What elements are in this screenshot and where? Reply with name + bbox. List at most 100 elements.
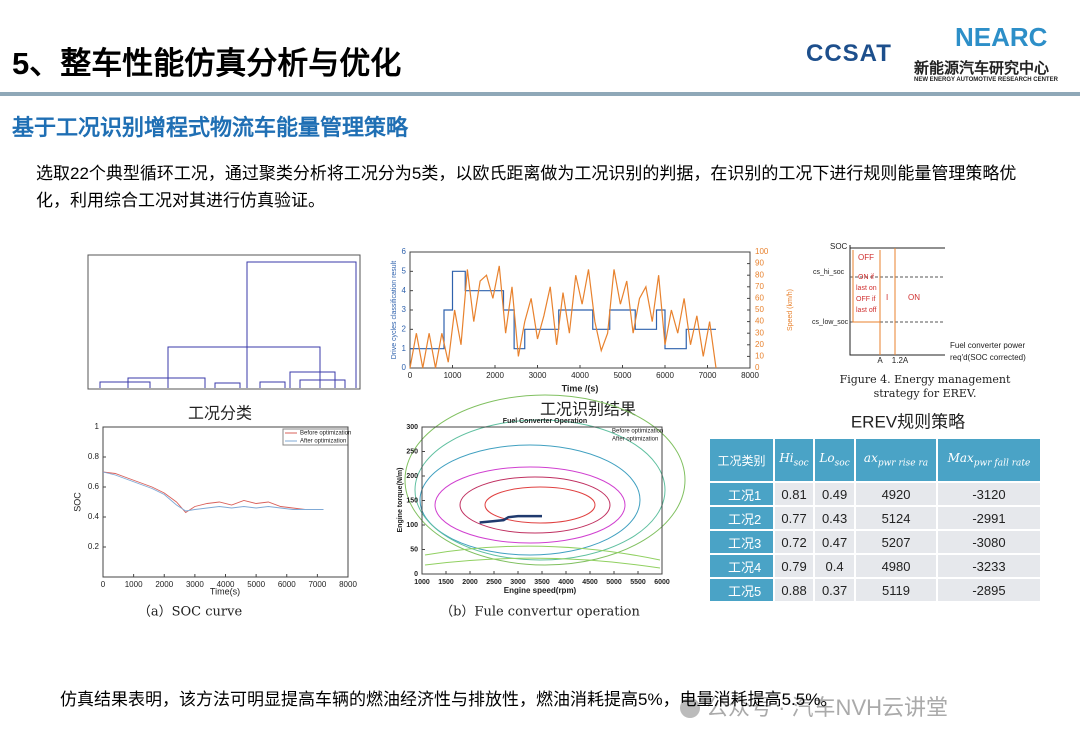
intro-text: 选取22个典型循环工况，通过聚类分析将工况分为5类，以欧氏距离做为工况识别的判据… [36,164,1017,210]
label: last on [856,285,877,292]
legend-label: Before optimization [612,429,663,435]
y-axis-label: Engine torque(N/m) [397,468,404,533]
x-tick-label: 5000 [247,580,265,589]
header-sub: pwr fall rate [973,458,1031,469]
y-tick-label: 0.2 [88,542,100,551]
caption: （b）Fule convertur operation [440,605,640,620]
table-cell: 4920 [854,481,938,507]
x-tick-label: 2000 [155,580,173,589]
x-axis-label: Time /(s) [562,383,599,393]
y2-tick-label: 60 [755,294,764,303]
x-tick-label: 5000 [606,579,622,586]
y-tick-label: 300 [406,424,418,431]
y2-tick-label: 20 [755,340,764,349]
header-cell: axpwr rise ra [854,437,938,483]
header-sub: soc [834,458,850,469]
series-line [409,265,717,369]
table-cell: 5119 [854,577,938,603]
caption: 工况分类 [188,404,252,423]
y-axis-label: SOC [72,492,82,512]
table-cell: 0.37 [813,577,857,603]
x-tick-label: 6000 [656,371,674,380]
x-tick-label: 0 [101,580,106,589]
caption: 工况识别结果 [540,400,636,419]
series-line [410,270,716,350]
slide-title: 5、整车性能仿真分析与优化 [12,46,402,81]
table-row: 工况1 0.81 0.49 4920 -3120 [707,481,1043,507]
y-axis-label: Drive cycles classification result [391,261,398,359]
series-line [479,514,542,524]
table-cell: 5124 [854,505,938,531]
label: ON if [858,274,874,281]
y-tick-label: 0.4 [88,512,100,521]
x-tick-label: 5000 [614,371,632,380]
header-sub: pwr rise ra [877,458,929,469]
x-tick-label: 0 [408,371,413,380]
x-tick-label: 2000 [462,579,478,586]
label: OFF [858,253,874,262]
y-tick-label: 0.6 [88,482,100,491]
table-cell: 0.43 [813,505,857,531]
y-tick-label: 0 [402,363,407,372]
chart-title: Fuel Converter Operation [503,418,587,425]
y-tick-label: 1 [402,344,407,353]
y2-tick-label: 50 [755,305,764,314]
series-line [102,471,324,514]
header-rule [0,92,1080,96]
series-line [102,471,324,512]
header-text: Max [947,451,974,466]
plot-frame [102,426,349,578]
table-cell: 0.77 [773,505,816,531]
y2-tick-label: 10 [755,352,764,361]
y-tick-label: 1 [95,422,100,431]
label: SOC [830,242,848,251]
y-tick-label: 2 [402,324,407,333]
table-cell: 0.88 [773,577,816,603]
table-row: 工况5 0.88 0.37 5119 -2895 [707,577,1043,603]
table-cell: -2895 [935,577,1043,603]
logo-ccsat: CCSAT [806,40,892,67]
y-tick-label: 150 [406,497,418,504]
table-cell: 工况4 [707,553,776,579]
table-cell: -3080 [935,529,1043,555]
dendrogram [87,254,361,390]
y2-tick-label: 80 [755,270,764,279]
x-tick-label: 1000 [414,579,430,586]
label: last off [856,307,877,314]
table-row: 工况4 0.79 0.4 4980 -3233 [707,553,1043,579]
label: req'd(SOC corrected) [950,353,1026,362]
plot-frame [421,426,663,575]
conclusion: 仿真结果表明，该方法可明显提高车辆的燃油经济性与排放性，燃油消耗提高5%，电量消… [60,690,838,709]
y-tick-label: 3 [402,305,407,314]
x-tick-label: 1000 [444,371,462,380]
label: 1.2A [892,356,909,365]
label: cs_low_soc [812,319,849,326]
legend-label: After optimization [300,439,346,445]
legend-label: After optimization [612,437,658,443]
header-text: 工况类别 [717,453,766,468]
label: OFF if [856,296,875,303]
x-tick-label: 5500 [630,579,646,586]
table-cell: 工况1 [707,481,776,507]
label: cs_hi_soc [813,269,845,276]
table-cell: 0.79 [773,553,816,579]
x-tick-label: 2000 [486,371,504,380]
header-text: Hi [779,451,794,466]
x-tick-label: 4500 [582,579,598,586]
logo-nearc: NEARC [955,22,1048,52]
y-tick-label: 0.8 [88,452,100,461]
y-tick-label: 5 [402,266,407,275]
table-cell: -3120 [935,481,1043,507]
header-cell: Hisoc [773,437,816,483]
x-tick-label: 3000 [529,371,547,380]
y-tick-label: 4 [402,286,407,295]
label: I [886,293,888,302]
table-cell: 5207 [854,529,938,555]
y-tick-label: 50 [410,546,418,553]
table-cell: 0.47 [813,529,857,555]
label: ON [908,293,920,302]
table-row: 工况3 0.72 0.47 5207 -3080 [707,529,1043,555]
y2-tick-label: 0 [755,363,760,372]
x-tick-label: 3000 [510,579,526,586]
